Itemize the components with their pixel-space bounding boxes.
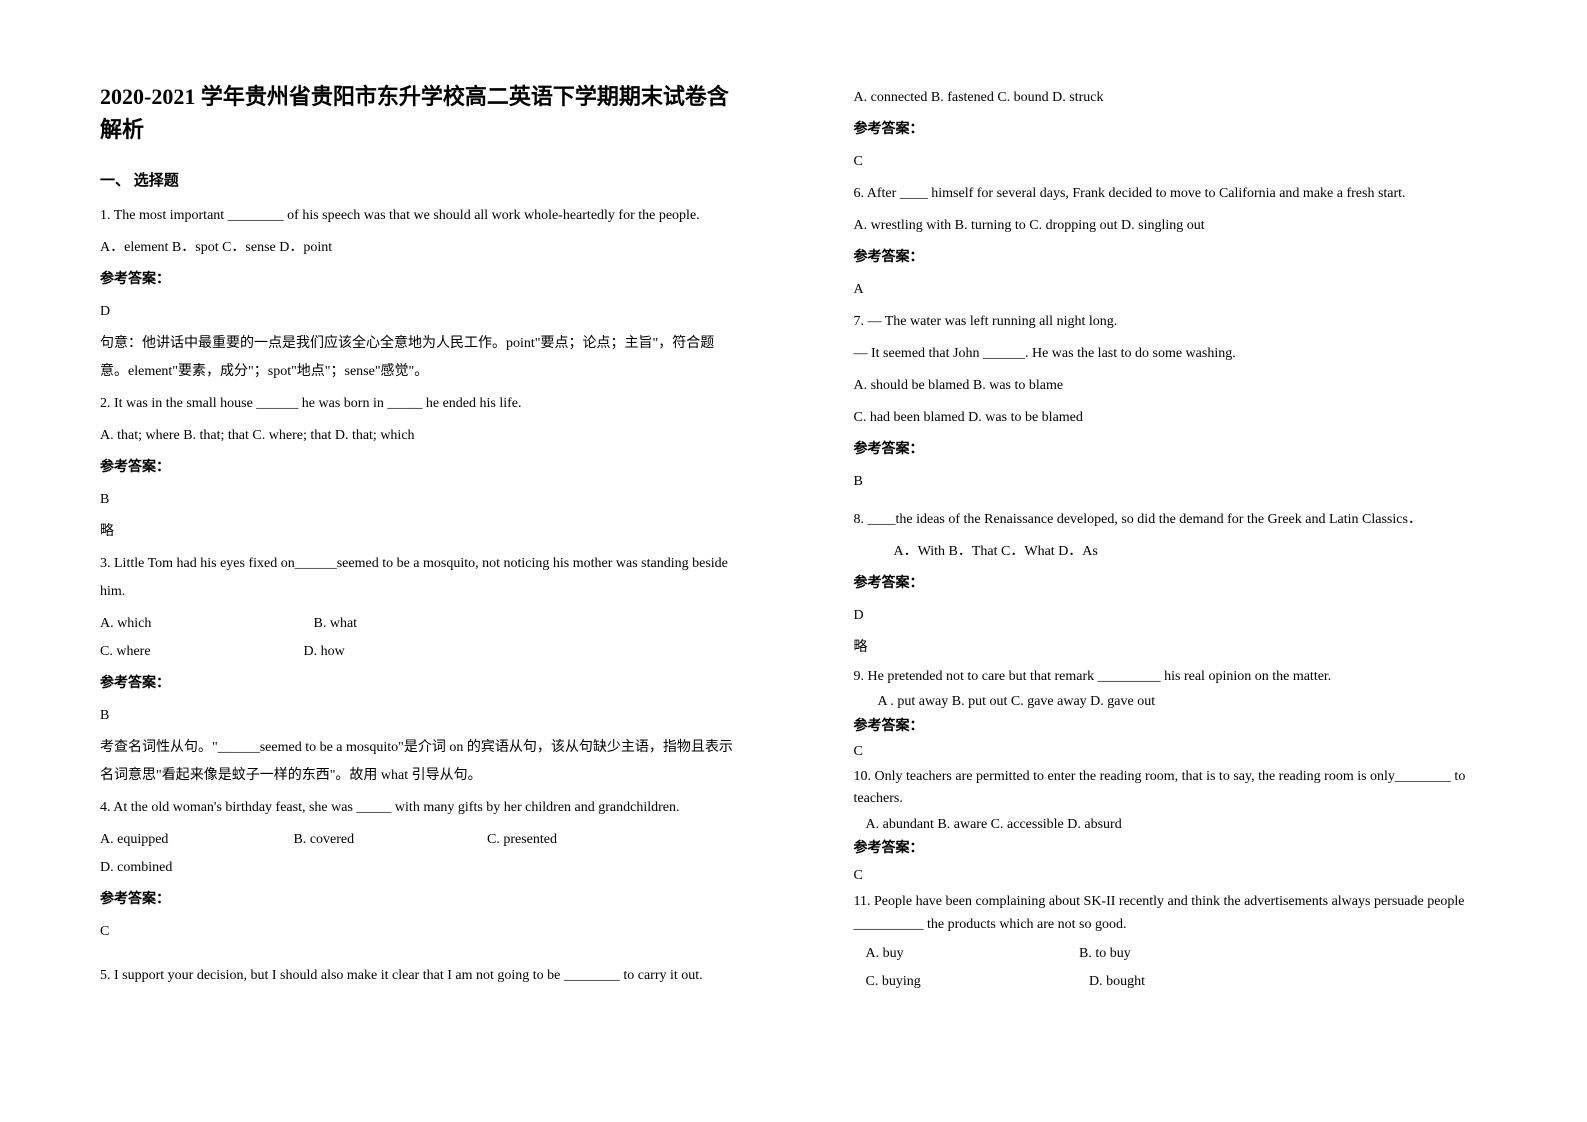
q9-text: 9. He pretended not to care but that rem… — [854, 666, 1488, 688]
q8-opts: A．With B．That C．What D．As — [854, 538, 1488, 566]
q5-text: 5. I support your decision, but I should… — [100, 962, 734, 990]
q10-opts: A. abundant B. aware C. accessible D. ab… — [854, 815, 1488, 835]
q2-ans-label: 参考答案： — [100, 454, 734, 482]
exam-title: 2020-2021 学年贵州省贵阳市东升学校高二英语下学期期末试卷含解析 — [100, 80, 734, 146]
q10-text: 10. Only teachers are permitted to enter… — [854, 766, 1488, 811]
q2-exp: 略 — [100, 518, 734, 546]
q6-ans: A — [854, 276, 1488, 304]
q1-text: 1. The most important ________ of his sp… — [100, 202, 734, 230]
q3-text: 3. Little Tom had his eyes fixed on_____… — [100, 550, 734, 606]
q3-optC: C. where — [100, 638, 250, 666]
q11-text: 11. People have been complaining about S… — [854, 891, 1488, 936]
q3-opts: A. which B. what C. where D. how — [100, 610, 734, 666]
q8-ans: D — [854, 602, 1488, 630]
q10-ans-label: 参考答案： — [854, 838, 1488, 860]
q1-opts: A．element B．spot C．sense D．point — [100, 234, 734, 262]
q4-ans: C — [100, 918, 734, 946]
q3-ans-label: 参考答案： — [100, 670, 734, 698]
q1-ans: D — [100, 298, 734, 326]
exam-page: 2020-2021 学年贵州省贵阳市东升学校高二英语下学期期末试卷含解析 一、 … — [0, 0, 1587, 1122]
q11-optC: C. buying — [866, 968, 1036, 996]
q8-text: 8. ____the ideas of the Renaissance deve… — [854, 506, 1488, 534]
q4-optC: C. presented — [487, 826, 637, 854]
q6-ans-label: 参考答案： — [854, 244, 1488, 272]
q4-optD: D. combined — [100, 854, 172, 882]
q1-ans-label: 参考答案： — [100, 266, 734, 294]
q9-opts: A . put away B. put out C. gave away D. … — [854, 692, 1488, 712]
q3-optD: D. how — [304, 638, 345, 666]
q5-ans-label: 参考答案： — [854, 116, 1488, 144]
q9-ans: C — [854, 742, 1488, 762]
q1-exp: 句意：他讲话中最重要的一点是我们应该全心全意地为人民工作。point"要点；论点… — [100, 330, 734, 386]
right-column: A. connected B. fastened C. bound D. str… — [794, 0, 1587, 1122]
q7-text2: — It seemed that John ______. He was the… — [854, 340, 1488, 368]
q4-opts: A. equipped B. covered C. presented D. c… — [100, 826, 734, 882]
q3-optA: A. which — [100, 610, 260, 638]
left-column: 2020-2021 学年贵州省贵阳市东升学校高二英语下学期期末试卷含解析 一、 … — [0, 0, 794, 1122]
q9-ans-label: 参考答案： — [854, 716, 1488, 738]
q8-exp: 略 — [854, 634, 1488, 662]
q3-exp: 考查名词性从句。"______seemed to be a mosquito"是… — [100, 734, 734, 790]
q10-ans: C — [854, 865, 1488, 887]
q4-optB: B. covered — [294, 826, 434, 854]
q4-ans-label: 参考答案： — [100, 886, 734, 914]
q5-ans: C — [854, 148, 1488, 176]
q11-optD: D. bought — [1089, 968, 1145, 996]
q8-ans-label: 参考答案： — [854, 570, 1488, 598]
q4-optA: A. equipped — [100, 826, 240, 854]
section-heading: 一、 选择题 — [100, 166, 734, 196]
q11-opts: A. buy B. to buy C. buying D. bought — [854, 940, 1488, 996]
q6-opts: A. wrestling with B. turning to C. dropp… — [854, 212, 1488, 240]
q7-ans-label: 参考答案： — [854, 436, 1488, 464]
q11-optA: A. buy — [866, 940, 1026, 968]
q3-optB: B. what — [314, 610, 514, 638]
q7-ans: B — [854, 468, 1488, 496]
q7-text1: 7. — The water was left running all nigh… — [854, 308, 1488, 336]
q2-text: 2. It was in the small house ______ he w… — [100, 390, 734, 418]
q11-optB: B. to buy — [1079, 940, 1249, 968]
q2-ans: B — [100, 486, 734, 514]
q6-text: 6. After ____ himself for several days, … — [854, 180, 1488, 208]
q5-opts: A. connected B. fastened C. bound D. str… — [854, 84, 1488, 112]
q7-opts2: C. had been blamed D. was to be blamed — [854, 404, 1488, 432]
q4-text: 4. At the old woman's birthday feast, sh… — [100, 794, 734, 822]
q3-ans: B — [100, 702, 734, 730]
q7-opts1: A. should be blamed B. was to blame — [854, 372, 1488, 400]
q2-opts: A. that; where B. that; that C. where; t… — [100, 422, 734, 450]
